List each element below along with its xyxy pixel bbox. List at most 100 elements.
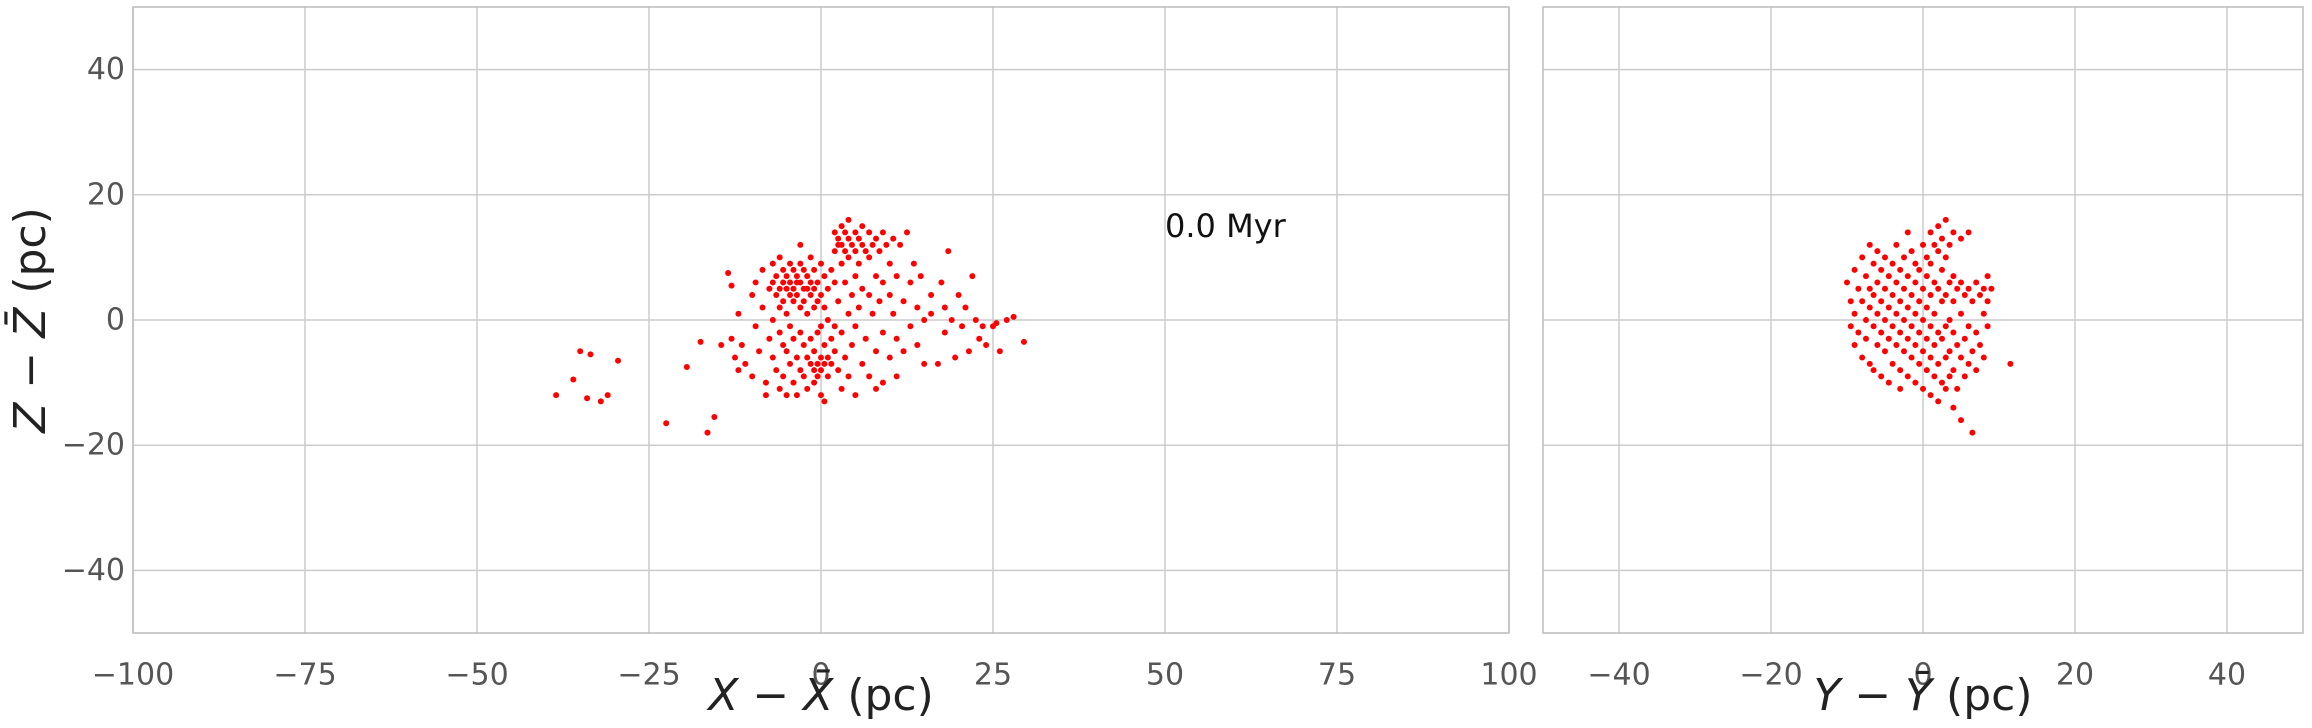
xz-data-point <box>804 273 811 280</box>
xz-data-point <box>790 379 797 386</box>
xz-data-point <box>862 335 869 342</box>
xz-data-point <box>842 354 849 361</box>
yz-data-point <box>1935 285 1942 292</box>
yz-data-point <box>1893 241 1900 248</box>
yz-data-point <box>1923 254 1930 261</box>
xz-data-point <box>756 348 763 355</box>
yz-data-point <box>1946 373 1953 380</box>
yz-data-point <box>1901 348 1907 355</box>
xz-data-point <box>769 279 776 286</box>
xz-data-point <box>842 248 849 255</box>
xz-data-point <box>962 304 969 311</box>
xz-data-point <box>804 310 811 317</box>
xz-data-point <box>776 254 783 261</box>
xz-data-point <box>869 241 876 248</box>
yz-data-point <box>1950 367 1957 374</box>
xz-data-point <box>869 310 876 317</box>
yz-data-point <box>1954 342 1961 349</box>
yz-x-tick-label: −20 <box>1739 658 1802 693</box>
yz-data-point <box>1870 323 1877 330</box>
xz-data-point <box>704 429 711 436</box>
xz-data-point <box>821 273 828 280</box>
xz-data-point <box>762 379 769 386</box>
xz-data-point <box>831 248 838 255</box>
xz-data-point <box>800 373 807 380</box>
xz-x-tick-label: −25 <box>617 658 680 693</box>
yz-data-point <box>1988 285 1995 292</box>
xz-data-point <box>873 385 880 392</box>
xz-data-point <box>780 373 787 380</box>
yz-data-point <box>1942 291 1949 298</box>
xz-x-tick-label: −75 <box>273 658 336 693</box>
xz-data-point <box>835 367 842 374</box>
xz-data-point <box>725 270 732 277</box>
yz-data-point <box>1885 273 1892 280</box>
yz-data-point <box>2007 360 2014 367</box>
yz-data-point <box>1942 216 1949 223</box>
xz-data-point <box>790 266 797 273</box>
xz-data-point <box>845 216 852 223</box>
xz-data-point <box>749 373 756 380</box>
xz-data-point <box>783 273 790 280</box>
x-axis-label-right: Y − Ȳ (pc) <box>1813 669 2032 721</box>
xz-data-point <box>797 329 804 336</box>
yz-data-point <box>1897 329 1904 336</box>
xz-data-point <box>855 260 862 267</box>
yz-data-point <box>1859 354 1866 361</box>
xz-data-point <box>728 335 735 342</box>
xz-data-point <box>852 323 859 330</box>
yz-data-point <box>1984 298 1991 305</box>
yz-data-point <box>1935 398 1942 405</box>
y-axis-label-main: Z − Z̄ <box>2 307 55 434</box>
yz-data-point <box>1874 279 1881 286</box>
xz-y-tick-label: −20 <box>62 428 125 463</box>
xz-data-point <box>800 342 807 349</box>
yz-data-point <box>1973 329 1980 336</box>
xz-data-point <box>742 360 749 367</box>
yz-data-point <box>1916 360 1923 367</box>
xz-data-point <box>797 279 804 286</box>
xz-x-tick-label: 25 <box>974 658 1012 693</box>
xz-data-point <box>776 329 783 336</box>
xz-data-point <box>983 342 990 349</box>
xz-data-point <box>783 285 790 292</box>
xz-data-point <box>876 298 883 305</box>
xz-data-point <box>886 291 893 298</box>
yz-data-point <box>1973 367 1980 374</box>
xz-data-point <box>821 360 828 367</box>
xz-data-point <box>773 367 780 374</box>
yz-data-point <box>1844 279 1850 286</box>
xz-data-point <box>859 285 866 292</box>
xz-data-point <box>831 279 838 286</box>
yz-data-point <box>1927 392 1934 399</box>
yz-data-point <box>1927 354 1934 361</box>
xz-data-point <box>783 392 790 399</box>
xz-y-tick-label: 0 <box>106 303 125 338</box>
yz-data-point <box>1859 298 1866 305</box>
xz-data-point <box>793 273 800 280</box>
yz-data-point <box>1920 348 1926 355</box>
xz-data-point <box>773 273 780 280</box>
yz-data-point <box>1935 360 1942 367</box>
xz-data-point <box>859 223 866 230</box>
x-axis-label-right-main: Y − Ȳ <box>1813 669 1935 721</box>
x-axis-label-left: X − X̄ (pc) <box>706 668 934 721</box>
xz-data-point <box>824 285 831 292</box>
yz-data-point <box>1942 323 1949 330</box>
xz-data-point <box>941 304 948 311</box>
yz-data-point <box>1939 335 1945 342</box>
yz-data-point <box>1901 317 1907 323</box>
xz-data-point <box>838 241 845 248</box>
yz-data-point <box>1946 279 1953 286</box>
xz-data-point <box>814 373 821 380</box>
xz-data-point <box>818 291 824 298</box>
xz-data-point <box>814 279 821 286</box>
yz-data-point <box>1984 323 1991 330</box>
yz-data-point <box>1901 285 1907 292</box>
yz-data-point <box>1931 373 1938 380</box>
yz-data-point <box>1904 229 1911 236</box>
xz-x-tick-label: 50 <box>1146 658 1184 693</box>
yz-data-point <box>1961 335 1968 342</box>
xz-data-point <box>835 298 842 305</box>
xz-data-point <box>838 260 845 267</box>
